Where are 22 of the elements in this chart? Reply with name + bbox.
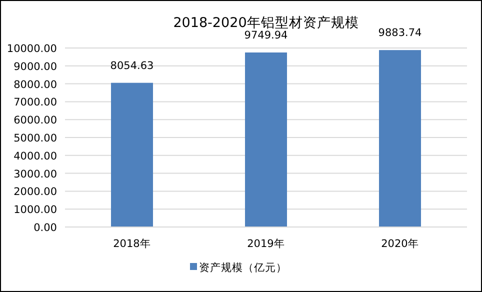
bar bbox=[111, 82, 153, 227]
x-tick-label: 2019年 bbox=[247, 238, 285, 250]
data-label: 9749.94 bbox=[244, 29, 288, 42]
legend-label: 资产规模（亿元） bbox=[199, 261, 287, 274]
data-label: 9883.74 bbox=[378, 27, 422, 40]
y-tick-label: 8000.00 bbox=[14, 78, 57, 91]
y-tick-label: 10000.00 bbox=[6, 43, 57, 55]
y-tick-label: 1000.00 bbox=[14, 204, 57, 216]
chart-title: 2018-2020年铝型材资产规模 bbox=[173, 15, 359, 31]
y-tick-label: 5000.00 bbox=[14, 132, 57, 144]
x-tick-label: 2020年 bbox=[381, 238, 419, 250]
y-tick-label: 6000.00 bbox=[14, 114, 57, 127]
data-label: 8054.63 bbox=[110, 60, 154, 72]
y-tick-label: 7000.00 bbox=[14, 96, 57, 109]
y-tick-label: 2000.00 bbox=[14, 186, 57, 198]
y-tick-label: 0.00 bbox=[34, 222, 57, 234]
y-tick-label: 9000.00 bbox=[14, 60, 57, 73]
bar bbox=[379, 50, 421, 227]
bar bbox=[245, 52, 287, 227]
y-tick-label: 4000.00 bbox=[14, 150, 57, 162]
y-tick-label: 3000.00 bbox=[14, 168, 57, 180]
x-tick-label: 2018年 bbox=[113, 238, 151, 250]
